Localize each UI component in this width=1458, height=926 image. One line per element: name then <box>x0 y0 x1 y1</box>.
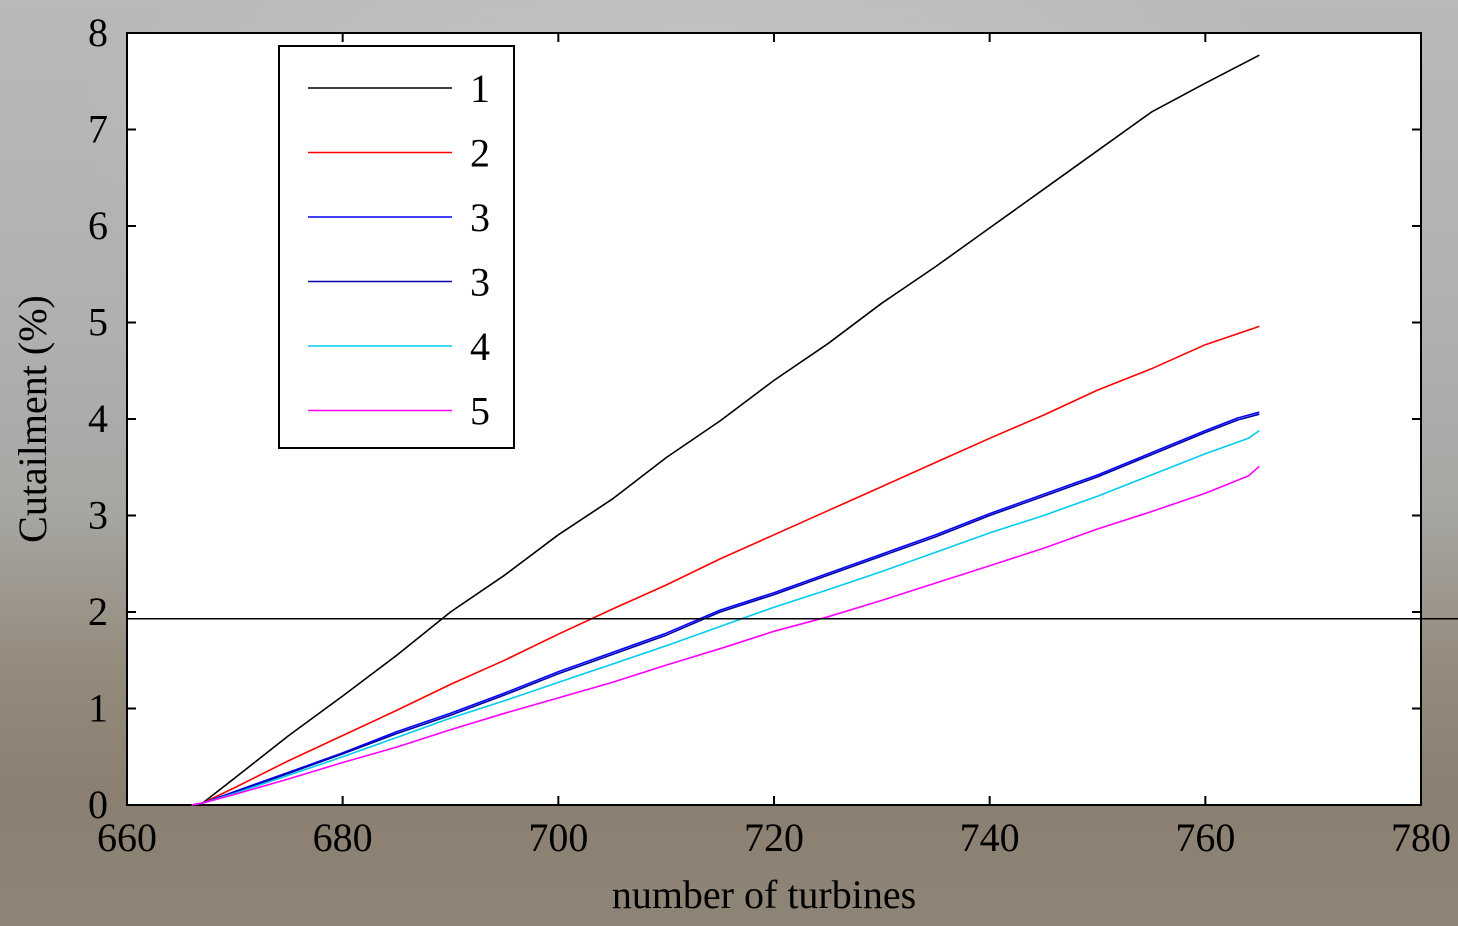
series-line-4 <box>191 413 1260 806</box>
y-tick-label-3: 3 <box>88 493 108 538</box>
y-axis-title: Cutailment (%) <box>10 295 55 543</box>
y-tick-label-7: 7 <box>88 107 108 152</box>
legend-box <box>278 45 515 449</box>
legend-label-4: 3 <box>470 260 490 305</box>
x-tick-label-2: 700 <box>528 815 588 860</box>
y-tick-label-6: 6 <box>88 203 108 248</box>
x-tick-label-4: 740 <box>960 815 1020 860</box>
series-line-6 <box>191 465 1260 806</box>
x-tick-label-1: 680 <box>313 815 373 860</box>
x-tick-label-5: 760 <box>1175 815 1235 860</box>
legend: 1 2 3 3 4 5 <box>278 45 515 449</box>
legend-label-5: 4 <box>470 324 490 369</box>
x-axis-title: number of turbines <box>612 872 916 917</box>
series-line-5 <box>191 429 1260 806</box>
x-tick-label-6: 780 <box>1391 815 1451 860</box>
legend-label-6: 5 <box>470 389 490 434</box>
x-tick-label-0: 660 <box>97 815 157 860</box>
axis-ticks <box>126 32 1422 806</box>
series-line-3 <box>191 411 1260 806</box>
legend-label-1: 1 <box>470 66 490 111</box>
x-tick-label-3: 720 <box>744 815 804 860</box>
y-tick-label-8: 8 <box>88 10 108 55</box>
legend-label-2: 2 <box>470 131 490 176</box>
y-tick-label-2: 2 <box>88 589 108 634</box>
series-lines <box>191 54 1260 806</box>
series-line-1 <box>191 54 1260 806</box>
legend-label-3: 3 <box>470 195 490 240</box>
y-tick-label-0: 0 <box>88 782 108 827</box>
y-tick-label-4: 4 <box>88 396 108 441</box>
y-tick-label-1: 1 <box>88 686 108 731</box>
series-line-2 <box>191 325 1260 806</box>
tick-labels: 660 680 700 720 740 760 780 0 1 2 3 4 5 6 7 8 <box>88 10 1451 860</box>
y-tick-label-5: 5 <box>88 300 108 345</box>
